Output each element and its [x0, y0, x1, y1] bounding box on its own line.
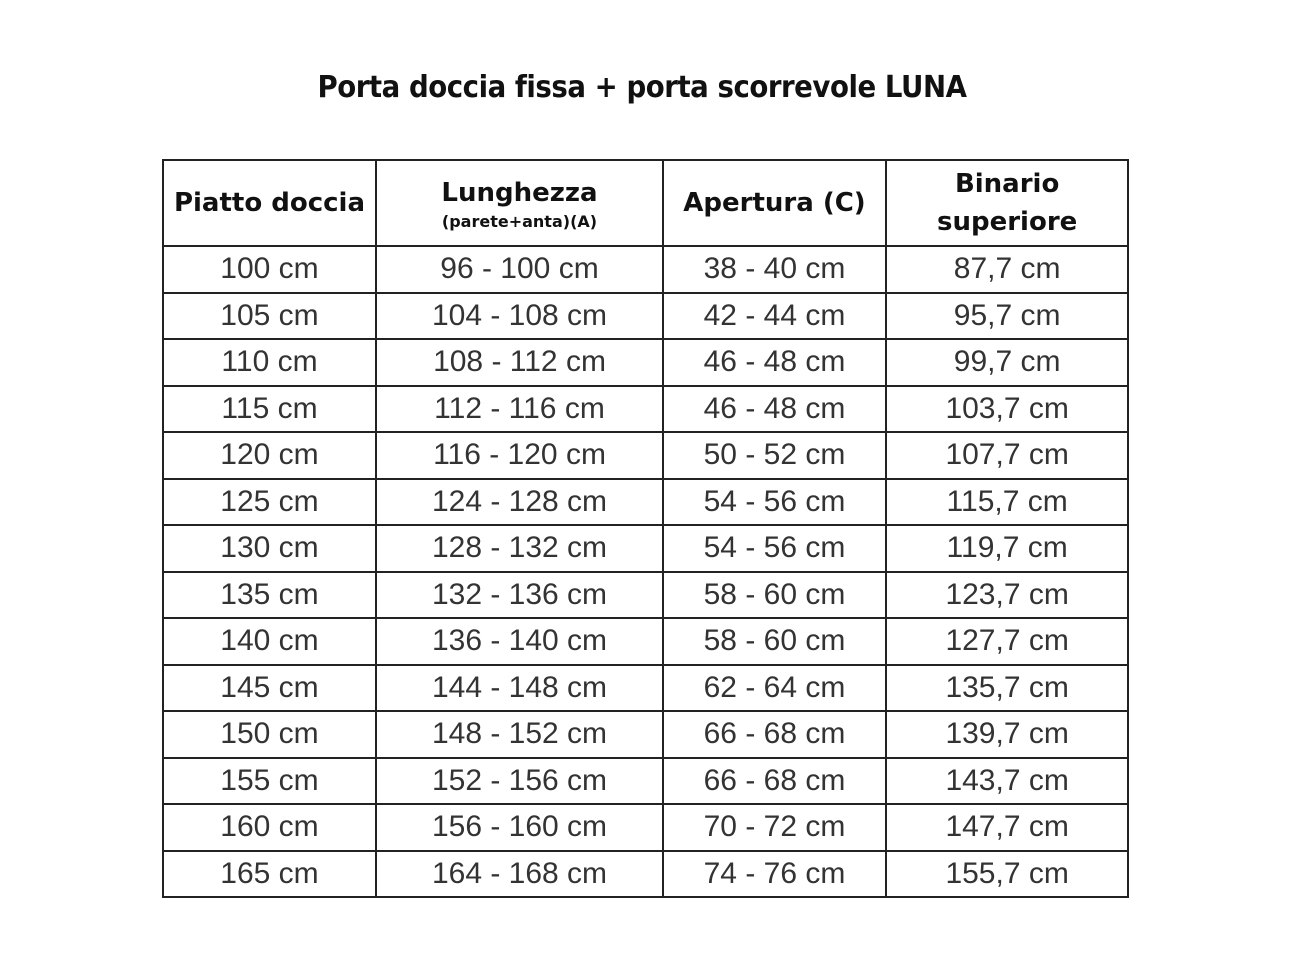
table-cell: 155 cm — [162, 756, 377, 805]
table-cell: 58 - 60 cm — [662, 617, 887, 666]
table-row: 105 cm 104 - 108 cm 42 - 44 cm 95,7 cm — [162, 291, 1130, 340]
table-cell: 123,7 cm — [884, 570, 1130, 619]
table-cell: 50 - 52 cm — [662, 431, 887, 480]
table-cell: 164 - 168 cm — [375, 849, 664, 898]
table-cell: 108 - 112 cm — [375, 338, 664, 387]
table-cell: 160 cm — [162, 803, 377, 852]
table-cell: 147,7 cm — [884, 803, 1130, 852]
header-lunghezza: Lunghezza (parete+anta)(A) — [375, 159, 664, 247]
table-row: 150 cm 148 - 152 cm 66 - 68 cm 139,7 cm — [162, 710, 1130, 759]
table-cell: 152 - 156 cm — [375, 756, 664, 805]
table-cell: 54 - 56 cm — [662, 477, 887, 526]
table-cell: 100 cm — [162, 245, 377, 294]
table-cell: 96 - 100 cm — [375, 245, 664, 294]
table-cell: 124 - 128 cm — [375, 477, 664, 526]
table-cell: 156 - 160 cm — [375, 803, 664, 852]
table-cell: 107,7 cm — [884, 431, 1130, 480]
size-table: Piatto doccia Lunghezza (parete+anta)(A) … — [162, 159, 1130, 898]
table-cell: 132 - 136 cm — [375, 570, 664, 619]
table-cell: 130 cm — [162, 524, 377, 573]
table-cell: 99,7 cm — [884, 338, 1130, 387]
table-cell: 66 - 68 cm — [662, 710, 887, 759]
table-cell: 42 - 44 cm — [662, 291, 887, 340]
table-cell: 119,7 cm — [884, 524, 1130, 573]
table-cell: 127,7 cm — [884, 617, 1130, 666]
table-cell: 103,7 cm — [884, 384, 1130, 433]
table-cell: 155,7 cm — [884, 849, 1130, 898]
table-cell: 128 - 132 cm — [375, 524, 664, 573]
table-cell: 87,7 cm — [884, 245, 1130, 294]
table-row: 120 cm 116 - 120 cm 50 - 52 cm 107,7 cm — [162, 431, 1130, 480]
header-row: Piatto doccia Lunghezza (parete+anta)(A) … — [162, 159, 1130, 247]
table-row: 125 cm 124 - 128 cm 54 - 56 cm 115,7 cm — [162, 477, 1130, 526]
table-cell: 140 cm — [162, 617, 377, 666]
table-cell: 58 - 60 cm — [662, 570, 887, 619]
table-cell: 143,7 cm — [884, 756, 1130, 805]
table-cell: 150 cm — [162, 710, 377, 759]
table-cell: 46 - 48 cm — [662, 338, 887, 387]
table-cell: 95,7 cm — [884, 291, 1130, 340]
header-binario: Binario superiore — [884, 159, 1130, 247]
table-row: 100 cm 96 - 100 cm 38 - 40 cm 87,7 cm — [162, 245, 1130, 294]
table-row: 160 cm 156 - 160 cm 70 - 72 cm 147,7 cm — [162, 803, 1130, 852]
table-cell: 135 cm — [162, 570, 377, 619]
page-title: Porta doccia fissa + porta scorrevole LU… — [317, 70, 967, 105]
table-row: 110 cm 108 - 112 cm 46 - 48 cm 99,7 cm — [162, 338, 1130, 387]
table-cell: 116 - 120 cm — [375, 431, 664, 480]
table-cell: 136 - 140 cm — [375, 617, 664, 666]
table-cell: 70 - 72 cm — [662, 803, 887, 852]
table-cell: 115,7 cm — [884, 477, 1130, 526]
table-cell: 125 cm — [162, 477, 377, 526]
table-cell: 139,7 cm — [884, 710, 1130, 759]
table-cell: 135,7 cm — [884, 663, 1130, 712]
table-row: 145 cm 144 - 148 cm 62 - 64 cm 135,7 cm — [162, 663, 1130, 712]
table-cell: 105 cm — [162, 291, 377, 340]
table-cell: 120 cm — [162, 431, 377, 480]
table-row: 165 cm 164 - 168 cm 74 - 76 cm 155,7 cm — [162, 849, 1130, 898]
table-row: 130 cm 128 - 132 cm 54 - 56 cm 119,7 cm — [162, 524, 1130, 573]
table-cell: 112 - 116 cm — [375, 384, 664, 433]
table-cell: 46 - 48 cm — [662, 384, 887, 433]
table-cell: 104 - 108 cm — [375, 291, 664, 340]
table-row: 140 cm 136 - 140 cm 58 - 60 cm 127,7 cm — [162, 617, 1130, 666]
header-apertura: Apertura (C) — [662, 159, 887, 247]
header-piatto-doccia: Piatto doccia — [162, 159, 377, 247]
table-row: 155 cm 152 - 156 cm 66 - 68 cm 143,7 cm — [162, 756, 1130, 805]
table-cell: 115 cm — [162, 384, 377, 433]
table-cell: 144 - 148 cm — [375, 663, 664, 712]
table-cell: 110 cm — [162, 338, 377, 387]
table-cell: 62 - 64 cm — [662, 663, 887, 712]
table-cell: 148 - 152 cm — [375, 710, 664, 759]
table-row: 115 cm 112 - 116 cm 46 - 48 cm 103,7 cm — [162, 384, 1130, 433]
table-cell: 66 - 68 cm — [662, 756, 887, 805]
table-cell: 38 - 40 cm — [662, 245, 887, 294]
table-cell: 145 cm — [162, 663, 377, 712]
table-cell: 165 cm — [162, 849, 377, 898]
table-cell: 74 - 76 cm — [662, 849, 887, 898]
table-row: 135 cm 132 - 136 cm 58 - 60 cm 123,7 cm — [162, 570, 1130, 619]
table-cell: 54 - 56 cm — [662, 524, 887, 573]
header-lunghezza-sub: (parete+anta)(A) — [441, 212, 598, 231]
